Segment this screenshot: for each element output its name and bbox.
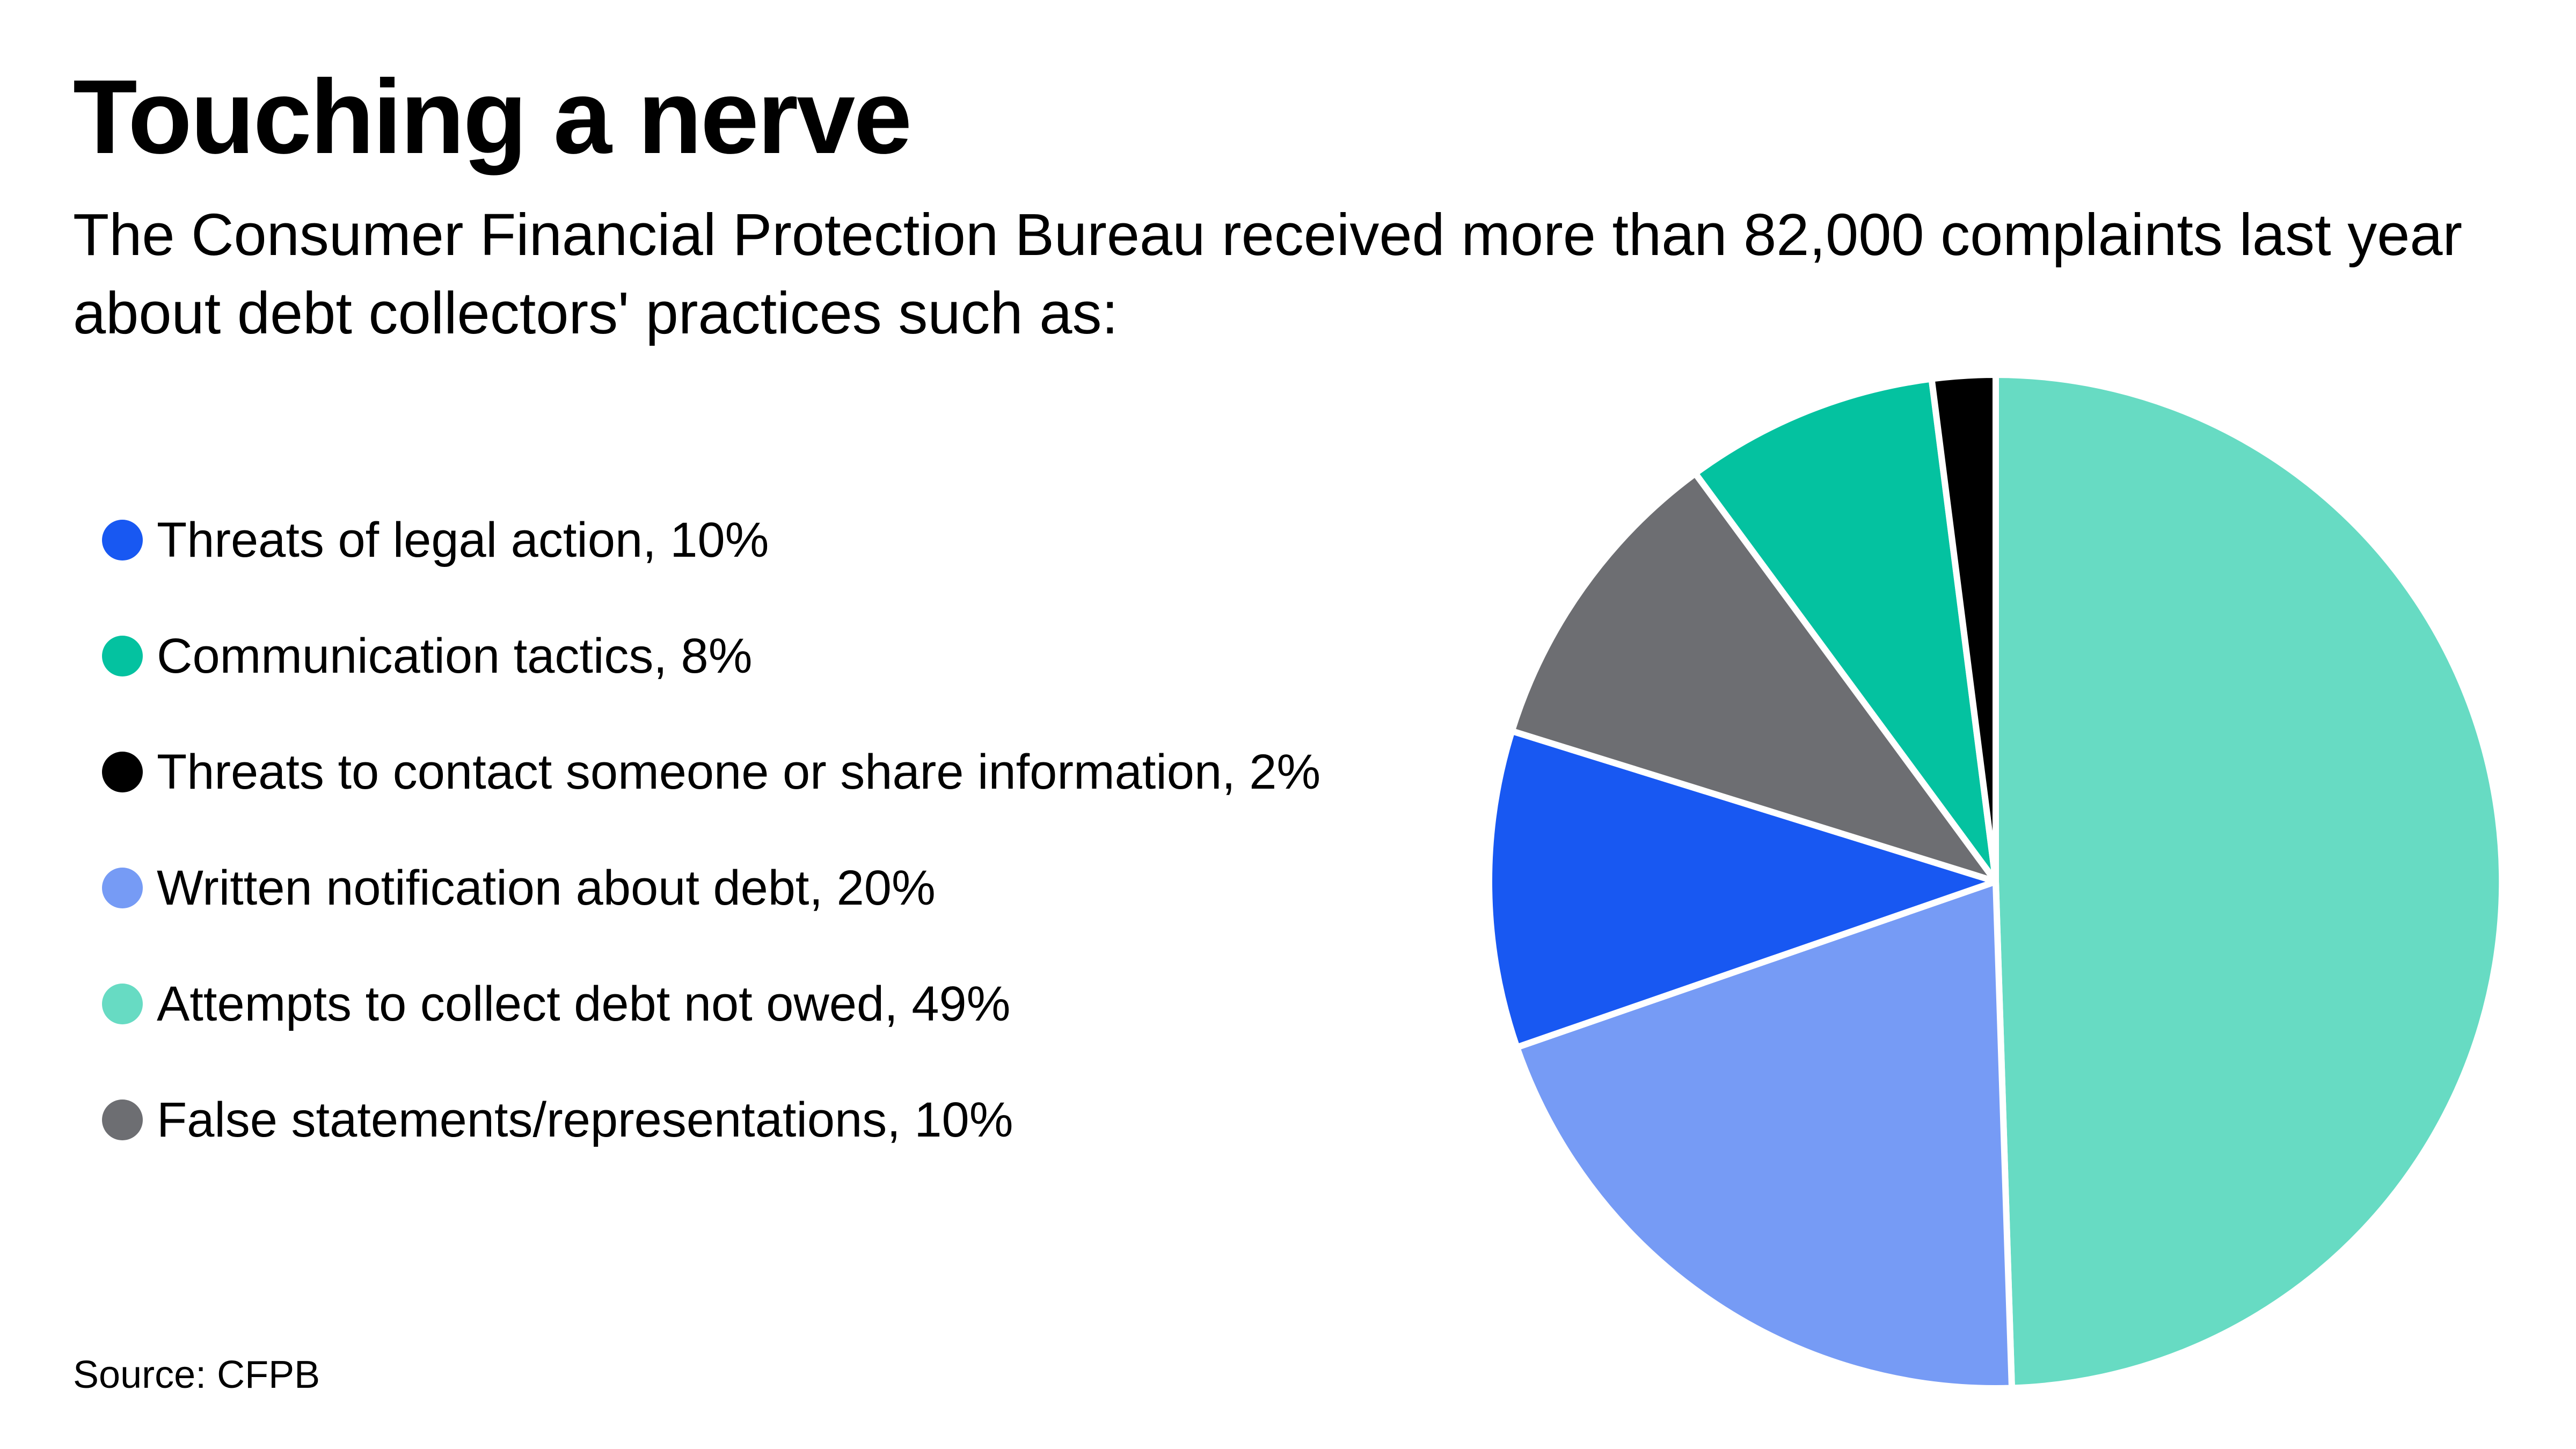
- pie-slice-5: [1928, 372, 1999, 885]
- legend-label: Communication tactics, 8%: [157, 629, 753, 683]
- legend-swatch: [102, 868, 143, 908]
- legend-swatch: [102, 636, 143, 676]
- pie-slice-3: [1508, 470, 1999, 885]
- legend-swatch: [102, 984, 143, 1024]
- pie-slice-1: [1513, 878, 2015, 1392]
- chart-subtitle: The Consumer Financial Protection Bureau…: [73, 202, 2463, 346]
- legend-item-threats-contact: Threats to contact someone or share info…: [102, 747, 1320, 797]
- legend-item-debt-not-owed: Attempts to collect debt not owed, 49%: [102, 979, 1010, 1029]
- pie-slice-2: [1486, 727, 1999, 1051]
- chart-title: Touching a nerve: [73, 58, 912, 176]
- legend-label: Attempts to collect debt not owed, 49%: [157, 977, 1011, 1031]
- legend-swatch: [102, 520, 143, 560]
- pie-slice-4: [1692, 375, 1999, 885]
- source-note: Source: CFPB: [73, 1353, 320, 1396]
- legend-label: False statements/representations, 10%: [157, 1093, 1013, 1147]
- legend-label: Threats to contact someone or share info…: [157, 745, 1321, 799]
- pie-slice-0: [1993, 372, 2506, 1392]
- legend-item-legal-action: Threats of legal action, 10%: [102, 515, 769, 565]
- legend-label: Written notification about debt, 20%: [157, 861, 936, 915]
- legend-swatch: [102, 1100, 143, 1140]
- legend-item-written-notification: Written notification about debt, 20%: [102, 863, 936, 913]
- legend-swatch: [102, 752, 143, 792]
- legend-item-communication-tactics: Communication tactics, 8%: [102, 631, 753, 681]
- legend-label: Threats of legal action, 10%: [157, 513, 769, 567]
- legend-item-false-statements: False statements/representations, 10%: [102, 1095, 1013, 1145]
